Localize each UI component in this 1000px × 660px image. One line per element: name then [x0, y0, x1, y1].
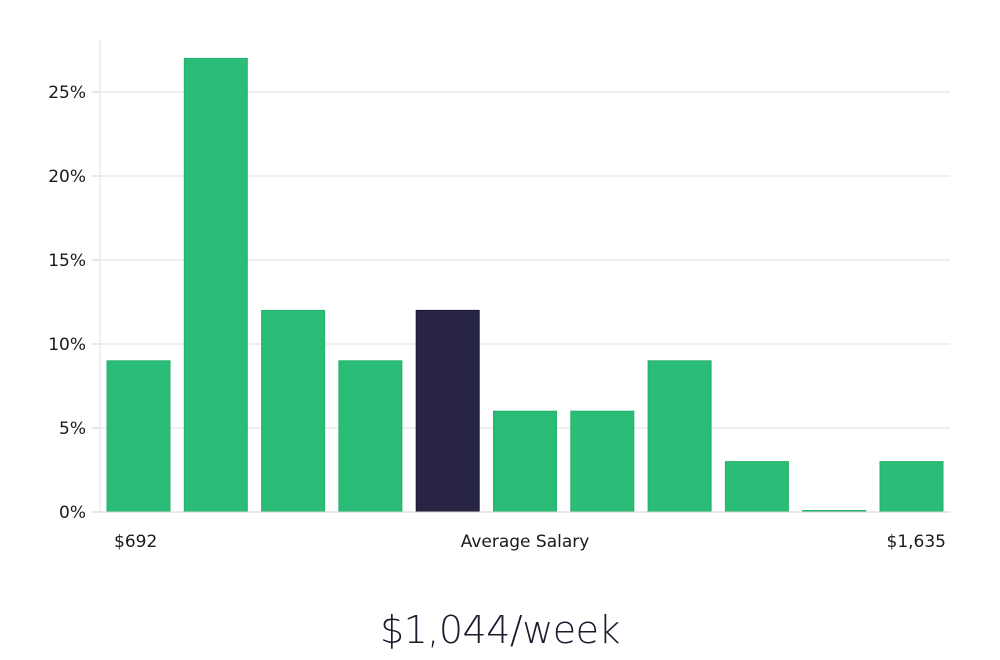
x-label-average-salary: Average Salary	[461, 532, 590, 552]
x-label-min-salary: $692	[114, 532, 157, 552]
y-tick-label: 20%	[48, 167, 86, 187]
x-label-max-salary: $1,635	[887, 532, 946, 552]
bar[interactable]	[493, 410, 557, 513]
bar[interactable]	[724, 461, 789, 513]
bar[interactable]	[570, 410, 635, 513]
bar[interactable]	[261, 309, 326, 513]
bar-average-salary[interactable]	[415, 309, 480, 513]
bar[interactable]	[647, 360, 712, 513]
y-tick-label: 15%	[48, 251, 86, 271]
bars	[106, 57, 944, 513]
y-axis-tick-labels: 0% 5% 10% 15% 20% 25%	[48, 83, 100, 523]
bar[interactable]	[879, 461, 944, 513]
y-tick-label: 25%	[48, 83, 86, 103]
y-tick-label: 10%	[48, 335, 86, 355]
bar[interactable]	[183, 57, 248, 513]
bar[interactable]	[106, 360, 171, 513]
bar[interactable]	[338, 360, 403, 513]
salary-distribution-chart: 0% 5% 10% 15% 20% 25% $692 Average Salary $1,…	[48, 40, 950, 552]
y-tick-label: 5%	[59, 419, 86, 439]
y-tick-label: 0%	[59, 503, 86, 523]
average-salary-value: $1,044/week	[379, 608, 621, 652]
